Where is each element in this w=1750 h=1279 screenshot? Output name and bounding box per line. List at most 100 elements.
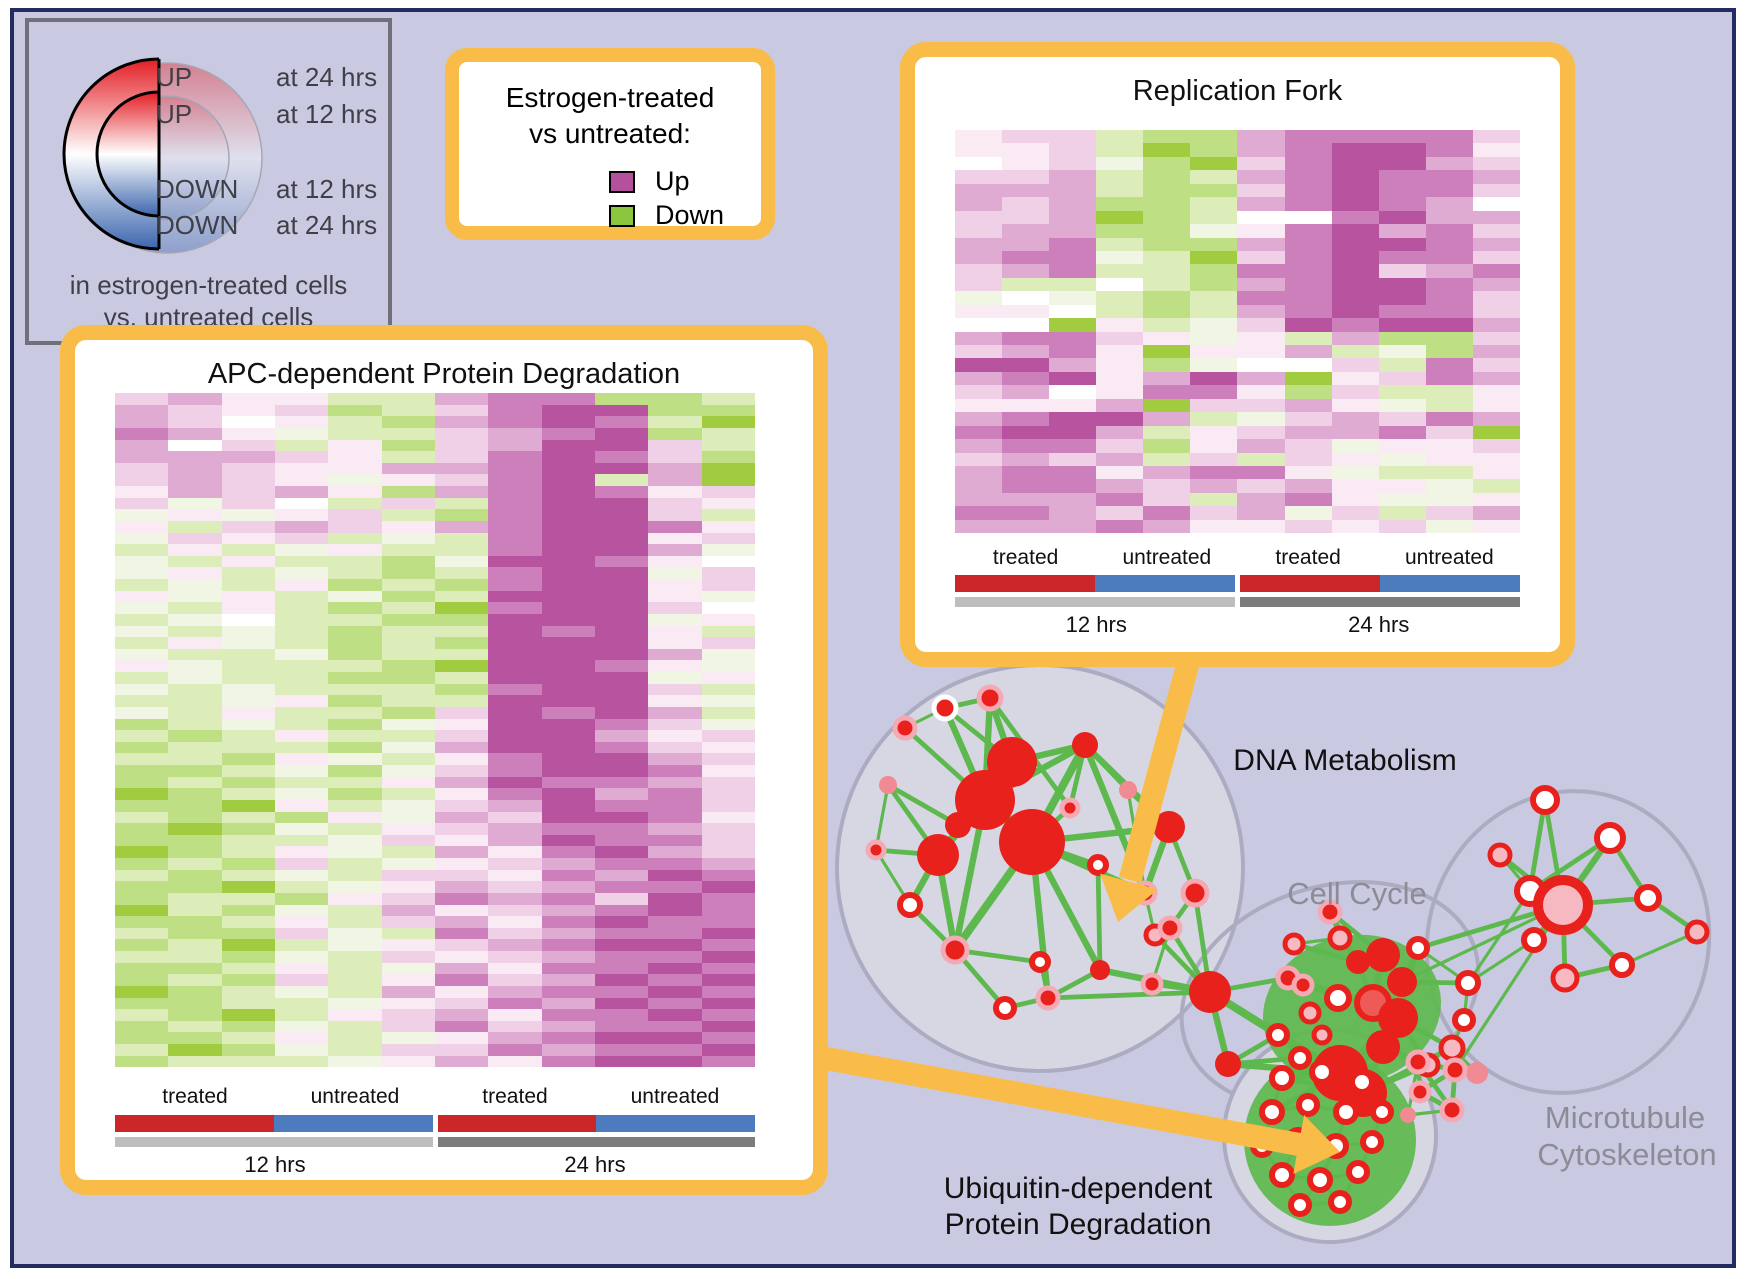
heatmap-cell <box>1284 465 1332 480</box>
heatmap-cell <box>1378 345 1426 359</box>
heatmap-cell <box>541 985 595 998</box>
heatmap-cell <box>955 371 1003 386</box>
heatmap-cell <box>648 520 702 533</box>
gene-node <box>1266 1023 1290 1047</box>
heatmap-cell <box>434 532 489 545</box>
heatmap-cell <box>1002 250 1050 265</box>
updown-legend-title-2: vs untreated: <box>529 118 691 149</box>
condition-bar-segment <box>955 575 1095 592</box>
heatmap-cell <box>1284 452 1332 466</box>
heatmap-cell <box>115 904 169 917</box>
gene-node <box>993 996 1017 1020</box>
heatmap-cell <box>1190 331 1238 345</box>
heatmap-cell <box>594 753 649 765</box>
heatmap-cell <box>701 416 755 428</box>
heatmap-cell <box>1049 358 1097 372</box>
heatmap-cell <box>1143 345 1191 359</box>
heatmap-cell <box>955 345 1003 359</box>
heatmap-cell <box>594 393 649 405</box>
heatmap-cell <box>168 486 222 498</box>
heatmap-cell <box>274 869 329 882</box>
legend-down-12-dir: DOWN <box>156 174 239 204</box>
heatmap-cell <box>594 939 649 951</box>
apc-panel-title: APC-dependent Protein Degradation <box>207 358 681 390</box>
heatmap-cell <box>1378 465 1426 480</box>
heatmap-row <box>115 962 755 975</box>
heatmap-cell <box>168 439 222 452</box>
heatmap-cell <box>488 520 542 533</box>
heatmap-cell <box>488 1055 542 1068</box>
apc-time-colorbar <box>115 1137 755 1147</box>
heatmap-cell <box>274 916 329 928</box>
heatmap-cell <box>1284 385 1332 399</box>
heatmap-row <box>115 892 755 905</box>
heatmap-cell <box>221 846 275 858</box>
heatmap-cell <box>221 520 275 533</box>
heatmap-row <box>115 1032 755 1044</box>
heatmap-cell <box>1002 465 1050 480</box>
heatmap-cell <box>115 532 169 545</box>
heatmap-cell <box>328 393 382 405</box>
updown-legend-box: Estrogen-treated vs untreated: Up Down <box>445 48 775 240</box>
heatmap-cell <box>221 718 275 731</box>
heatmap-cell <box>381 892 435 905</box>
heatmap-cell <box>1096 224 1144 238</box>
heatmap-cell <box>1237 156 1285 171</box>
gene-node <box>1215 1051 1241 1077</box>
heatmap-row <box>115 555 755 568</box>
gene-node <box>1346 1160 1370 1184</box>
heatmap-cell <box>434 823 489 835</box>
heatmap-cell <box>701 916 755 928</box>
heatmap-cell <box>434 404 489 417</box>
heatmap-cell <box>1096 506 1144 520</box>
heatmap-cell <box>1472 412 1520 426</box>
heatmap-cell <box>1143 143 1191 157</box>
heatmap-cell <box>381 823 435 835</box>
heatmap-cell <box>955 331 1003 345</box>
heatmap-cell <box>541 637 595 649</box>
heatmap-cell <box>648 765 702 777</box>
heatmap-cell <box>648 951 702 963</box>
heatmap-row <box>115 753 755 765</box>
heatmap-cell <box>1143 371 1191 386</box>
heatmap-cell <box>1143 156 1191 171</box>
heatmap-cell <box>1284 170 1332 184</box>
heatmap-cell <box>274 997 329 1010</box>
gene-node <box>1521 927 1547 953</box>
heatmap-cell <box>381 590 435 603</box>
heatmap-cell <box>955 224 1003 238</box>
gene-node <box>1346 950 1370 974</box>
heatmap-cell <box>115 579 169 591</box>
heatmap-cell <box>488 393 542 405</box>
heatmap-cell <box>1049 130 1097 144</box>
heatmap-cell <box>1237 304 1285 319</box>
gene-node <box>1140 972 1164 996</box>
heatmap-cell <box>1143 197 1191 211</box>
heatmap-cell <box>221 939 275 951</box>
network-edge <box>1467 938 1535 985</box>
heatmap-cell <box>701 1032 755 1044</box>
heatmap-cell <box>1190 358 1238 372</box>
heatmap-cell <box>1143 331 1191 345</box>
heatmap-cell <box>115 637 169 649</box>
gene-node <box>1157 915 1183 941</box>
heatmap-cell <box>328 706 382 719</box>
heatmap-cell <box>1096 439 1144 453</box>
heatmap-cell <box>1002 130 1050 144</box>
heatmap-cell <box>701 974 755 986</box>
heatmap-cell <box>648 602 702 614</box>
heatmap-cell <box>541 753 595 765</box>
heatmap-row <box>115 799 755 812</box>
heatmap-cell <box>1331 345 1379 359</box>
heatmap-cell <box>1331 331 1379 345</box>
heatmap-cell <box>955 250 1003 265</box>
heatmap-cell <box>1472 170 1520 184</box>
heatmap-cell <box>221 892 275 905</box>
heatmap-cell <box>648 404 702 417</box>
replication-fork-panel: Replication Fork treated untreated treat… <box>900 42 1575 667</box>
heatmap-cell <box>274 1055 329 1068</box>
heatmap-cell <box>701 637 755 649</box>
heatmap-cell <box>115 660 169 672</box>
heatmap-cell <box>434 439 489 452</box>
heatmap-cell <box>594 962 649 975</box>
